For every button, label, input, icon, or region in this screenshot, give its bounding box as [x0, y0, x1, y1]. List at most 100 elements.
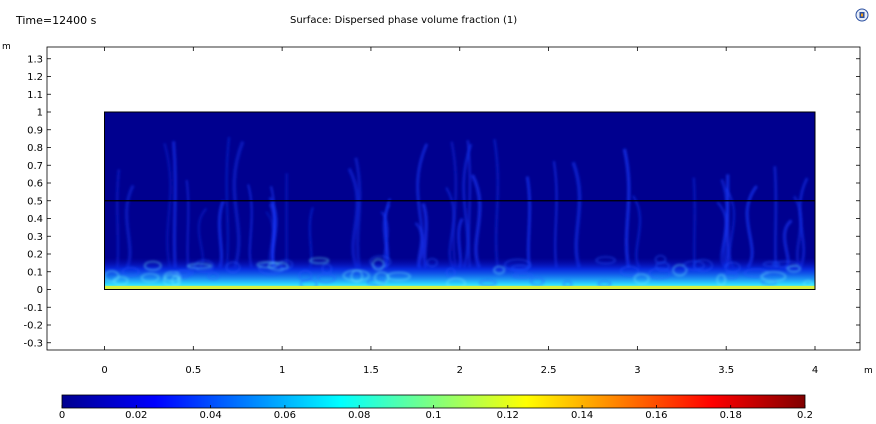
eddy-swirl: [787, 265, 801, 273]
comsol-logo-icon[interactable]: [855, 8, 869, 22]
x-axis: 0 0.5 1 1.5 2 2.5 3 3.5 4: [101, 47, 818, 376]
colorbar-tick-label: 0.2: [797, 410, 813, 421]
x-tick-label: 2: [457, 365, 463, 376]
eddy-swirl: [772, 260, 799, 268]
eddy-swirl: [716, 273, 726, 287]
colorbar-tick-label: 0.02: [125, 410, 147, 421]
eddy-swirl: [530, 276, 545, 286]
y-tick-label: 0.8: [27, 143, 43, 154]
eddy-swirl: [267, 261, 289, 271]
eddy-swirl: [171, 269, 195, 276]
plume-streak: [462, 143, 473, 268]
plume-streak: [773, 166, 778, 268]
plume-streak: [354, 157, 362, 268]
plume-streak: [163, 142, 172, 268]
eddy-swirl: [426, 257, 438, 268]
y-tick-label: 0.9: [27, 125, 43, 136]
eddy-swirl: [654, 254, 667, 265]
eddy-swirl: [512, 272, 534, 279]
x-tick-label: 0.5: [185, 365, 201, 376]
eddy-swirl: [762, 261, 780, 268]
y-tick-label: 0.7: [27, 161, 43, 172]
colorbar-tick-label: 0.1: [426, 410, 442, 421]
eddy-swirl: [366, 278, 386, 286]
y-tick-label: 1.1: [27, 90, 43, 101]
eddy-swirl: [446, 267, 456, 278]
time-label: Time=12400 s: [16, 14, 97, 27]
bottom-concentration-layer: [104, 257, 815, 290]
plume-streak: [232, 140, 245, 269]
plume-streak: [493, 138, 499, 268]
eddy-swirl: [194, 259, 215, 273]
x-tick-label: 4: [812, 365, 818, 376]
eddy-swirl: [683, 260, 705, 271]
colorbar-tick-label: 0.12: [497, 410, 519, 421]
eddy-swirl: [187, 263, 212, 269]
y-tick-label: 0.6: [27, 179, 43, 190]
y-tick-label: -0.2: [23, 321, 43, 332]
colorbar-tick-label: 0.16: [645, 410, 667, 421]
eddy-swirl: [369, 255, 392, 268]
colorbar-tick-label: 0.04: [199, 410, 221, 421]
eddy-swirl: [595, 256, 616, 265]
y-tick-label: 1: [37, 108, 43, 119]
x-tick-label: 0: [101, 365, 107, 376]
colorbar-tick-label: 0.08: [348, 410, 370, 421]
eddy-swirl: [171, 275, 181, 287]
plume-streak: [692, 177, 696, 268]
plume-streak: [571, 161, 582, 269]
eddy-swirl: [761, 278, 778, 285]
eddy-swirl: [672, 264, 688, 277]
y-tick-label: 0.2: [27, 250, 43, 261]
colorbar-tick-label: 0: [59, 410, 65, 421]
x-tick-label: 1.5: [363, 365, 379, 376]
plume-streak: [116, 169, 121, 268]
y-tick-label: 1.2: [27, 72, 43, 83]
x-tick-label: 2.5: [541, 365, 557, 376]
eddy-swirl: [372, 258, 385, 271]
eddy-swirl: [122, 266, 140, 277]
plume-streak: [622, 148, 631, 268]
y-tick-label: 0.5: [27, 196, 43, 207]
y-tick-label: -0.1: [23, 303, 43, 314]
plume-streak: [416, 143, 428, 268]
colorbar-tick-label: 0.06: [274, 410, 296, 421]
eddy-swirl: [225, 261, 241, 274]
plot-title: Surface: Dispersed phase volume fraction…: [290, 15, 518, 26]
y-tick-label: 0.1: [27, 267, 43, 278]
eddy-swirl: [479, 279, 497, 287]
eddy-swirl: [309, 257, 330, 264]
eddy-swirl: [298, 269, 313, 282]
y-tick-label: 0: [37, 285, 43, 296]
colorbar-ticks: 0 0.02 0.04 0.06 0.08 0.1 0.12 0.14 0.16 0.18 0.2: [59, 405, 813, 421]
x-tick-label: 3: [634, 365, 640, 376]
eddy-swirl: [374, 271, 390, 285]
eddy-swirl: [724, 261, 741, 274]
eddy-swirl: [633, 273, 650, 285]
y-tick-label: 0.4: [27, 214, 43, 225]
plume-streak: [225, 136, 230, 268]
eddy-swirl: [760, 271, 787, 282]
x-tick-label: 3.5: [718, 365, 734, 376]
plume-streak: [466, 140, 471, 268]
eddy-swirl: [256, 261, 279, 269]
eddy-swirl: [386, 271, 411, 281]
x-tick-label: 1: [279, 365, 285, 376]
eddy-swirl: [655, 261, 670, 272]
plume-streak: [172, 141, 177, 268]
eddy-swirl: [279, 259, 294, 270]
eddy-swirl: [321, 263, 333, 275]
plume-streak: [450, 141, 458, 268]
y-axis: 1.3 1.2 1.1 1 0.9 0.8 0.7 0.6 0.5 0.4 0.3 0.2 0.1 0 -0…: [23, 54, 860, 349]
colorbar-tick-label: 0.14: [571, 410, 593, 421]
eddy-swirl: [493, 265, 505, 275]
eddy-swirl: [648, 267, 671, 280]
floor-highlight: [104, 285, 815, 290]
eddy-swirl: [504, 258, 531, 272]
colorbar-tick-label: 0.18: [720, 410, 742, 421]
plume-streak: [553, 160, 558, 268]
eddy-swirl: [144, 260, 162, 271]
x-axis-unit: m: [864, 366, 873, 376]
y-tick-label: 1.3: [27, 54, 43, 65]
